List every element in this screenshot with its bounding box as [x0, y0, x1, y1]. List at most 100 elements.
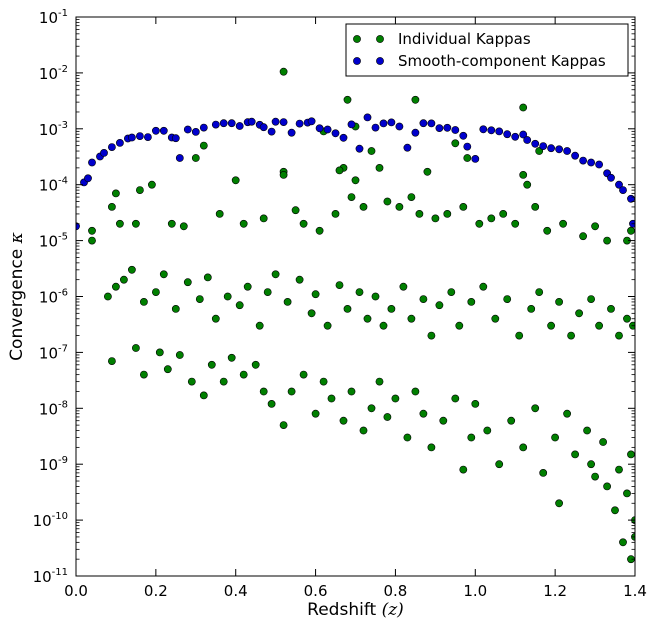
smooth-kappa-point — [135, 132, 144, 140]
plot-background — [76, 17, 635, 576]
individual-kappa-point — [155, 348, 164, 357]
smooth-kappa-point — [211, 120, 220, 129]
individual-kappa-point — [395, 202, 404, 211]
individual-kappa-point — [120, 275, 128, 284]
individual-kappa-point — [299, 219, 308, 228]
smooth-kappa-point — [116, 138, 124, 147]
smooth-kappa-point — [615, 180, 623, 189]
individual-kappa-point — [619, 538, 627, 547]
individual-kappa-point — [491, 314, 500, 323]
smooth-kappa-point — [459, 131, 468, 140]
individual-kappa-point — [399, 282, 408, 291]
smooth-kappa-point — [183, 125, 192, 134]
individual-kappa-point — [243, 282, 252, 291]
individual-kappa-point — [199, 391, 208, 400]
individual-kappa-point — [331, 209, 340, 218]
individual-kappa-point — [515, 331, 524, 340]
smooth-kappa-point — [331, 129, 340, 138]
individual-kappa-point — [511, 219, 520, 228]
individual-kappa-point — [563, 409, 571, 418]
individual-kappa-point — [531, 404, 540, 413]
x-tick-label: 0.8 — [383, 582, 407, 600]
smooth-kappa-point — [471, 154, 480, 163]
legend-marker-left — [353, 35, 361, 43]
y-tick-base: 10 — [33, 512, 52, 530]
individual-kappa-point — [347, 387, 356, 396]
individual-kappa-point — [383, 413, 392, 421]
smooth-kappa-point — [235, 122, 244, 130]
individual-kappa-point — [375, 163, 384, 172]
individual-kappa-point — [108, 357, 116, 365]
individual-kappa-point — [587, 295, 595, 303]
y-tick-exponent: -8 — [58, 399, 68, 410]
individual-kappa-point — [519, 103, 528, 112]
individual-kappa-point — [227, 353, 236, 362]
individual-kappa-point — [591, 472, 599, 481]
individual-kappa-point — [471, 399, 480, 408]
legend-box — [345, 23, 629, 77]
individual-kappa-point — [183, 278, 192, 287]
individual-kappa-point — [583, 426, 591, 435]
smooth-kappa-point — [579, 156, 587, 165]
individual-kappa-point — [419, 295, 428, 303]
smooth-kappa-point — [395, 122, 404, 131]
y-tick-exponent: -10 — [52, 511, 68, 522]
individual-kappa-point — [459, 465, 468, 474]
individual-kappa-point — [116, 219, 124, 228]
individual-kappa-point — [579, 232, 587, 241]
smooth-kappa-point — [411, 128, 420, 137]
individual-kappa-point — [311, 409, 320, 418]
smooth-kappa-point — [487, 126, 496, 135]
x-tick-label: 0.2 — [144, 582, 168, 600]
x-tick-label: 1.2 — [543, 582, 567, 600]
individual-kappa-point — [295, 275, 304, 284]
individual-kappa-point — [463, 154, 472, 162]
y-tick-exponent: -1 — [58, 8, 68, 19]
smooth-kappa-point — [379, 119, 388, 128]
individual-kappa-point — [627, 450, 635, 459]
individual-kappa-point — [259, 214, 268, 223]
individual-kappa-point — [127, 265, 136, 274]
y-tick-base: 10 — [39, 177, 58, 195]
smooth-kappa-point — [451, 126, 460, 134]
smooth-kappa-point — [307, 117, 316, 126]
individual-kappa-point — [191, 154, 200, 162]
individual-kappa-point — [223, 292, 232, 301]
individual-kappa-point — [503, 295, 512, 303]
individual-kappa-point — [319, 377, 328, 386]
individual-kappa-point — [543, 226, 552, 235]
y-tick-exponent: -2 — [58, 64, 68, 75]
individual-kappa-point — [531, 202, 540, 211]
smooth-kappa-point — [175, 154, 184, 162]
smooth-kappa-point — [287, 128, 296, 137]
individual-kappa-point — [219, 377, 228, 386]
smooth-kappa-point — [523, 136, 532, 144]
individual-kappa-point — [271, 270, 280, 279]
smooth-kappa-point — [539, 142, 548, 150]
individual-kappa-point — [599, 438, 607, 446]
y-tick-exponent: -9 — [58, 455, 68, 466]
individual-kappa-point — [527, 304, 536, 313]
individual-kappa-point — [215, 209, 224, 218]
smooth-kappa-point — [427, 119, 436, 128]
individual-kappa-point — [555, 499, 563, 508]
individual-kappa-point — [131, 344, 140, 352]
smooth-kappa-point — [159, 126, 168, 135]
smooth-kappa-point — [363, 113, 372, 122]
individual-kappa-point — [415, 209, 424, 218]
individual-kappa-point — [535, 288, 544, 296]
individual-kappa-point — [367, 147, 376, 155]
individual-kappa-point — [607, 304, 615, 313]
individual-kappa-point — [112, 282, 120, 291]
smooth-kappa-point — [259, 123, 268, 132]
individual-kappa-point — [539, 468, 548, 477]
individual-kappa-point — [359, 426, 368, 435]
individual-kappa-point — [307, 309, 316, 318]
individual-kappa-point — [267, 399, 276, 408]
y-tick-base: 10 — [39, 65, 58, 83]
smooth-kappa-point — [347, 120, 356, 129]
x-tick-label: 0.0 — [64, 582, 88, 600]
individual-kappa-point — [519, 443, 528, 452]
legend-marker-right — [376, 57, 384, 65]
smooth-kappa-point — [247, 117, 256, 126]
